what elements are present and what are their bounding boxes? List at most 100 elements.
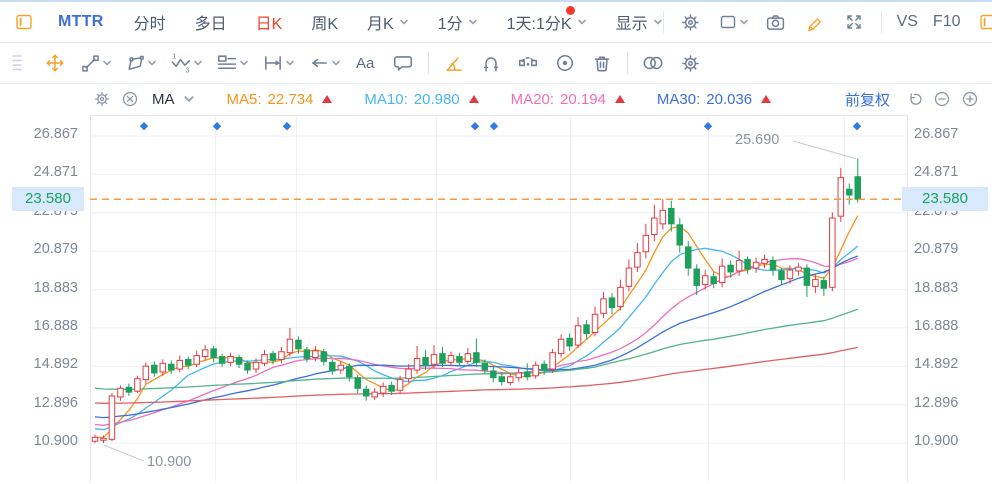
indicator-close-icon[interactable] bbox=[120, 89, 140, 109]
parallel-lines-tool[interactable] bbox=[216, 52, 249, 74]
candle[interactable] bbox=[651, 204, 658, 242]
candle[interactable] bbox=[795, 263, 802, 276]
collapse-sidebar-icon[interactable] bbox=[12, 10, 36, 34]
collapse-panel-right-icon[interactable] bbox=[976, 10, 992, 34]
candle[interactable] bbox=[523, 363, 531, 381]
candle[interactable] bbox=[481, 359, 489, 374]
candle[interactable] bbox=[184, 356, 192, 370]
candle[interactable] bbox=[718, 258, 726, 288]
candle[interactable] bbox=[735, 250, 743, 276]
candle[interactable] bbox=[820, 276, 828, 296]
edit-pencil-icon[interactable] bbox=[803, 10, 827, 34]
candle[interactable] bbox=[549, 348, 556, 373]
candle[interactable] bbox=[261, 349, 268, 367]
tab-intraday-k[interactable]: 1天:1分K bbox=[507, 6, 587, 34]
candle[interactable] bbox=[778, 268, 785, 286]
undo-icon[interactable] bbox=[904, 89, 924, 109]
candle[interactable] bbox=[591, 306, 599, 337]
stock-symbol[interactable]: MTTR bbox=[58, 13, 104, 30]
event-diamond-icon[interactable] bbox=[852, 122, 862, 131]
candle[interactable] bbox=[837, 168, 845, 222]
candle[interactable] bbox=[278, 346, 285, 364]
candle[interactable] bbox=[854, 158, 861, 203]
candle[interactable] bbox=[295, 336, 302, 354]
fullscreen-expand-icon[interactable] bbox=[842, 10, 866, 34]
candle[interactable] bbox=[812, 273, 819, 294]
candle[interactable] bbox=[388, 381, 395, 396]
candle[interactable] bbox=[201, 345, 209, 361]
candle[interactable] bbox=[710, 271, 717, 289]
candle[interactable] bbox=[752, 257, 760, 273]
delete-trash-icon[interactable] bbox=[590, 51, 614, 75]
candle[interactable] bbox=[405, 364, 412, 383]
candle[interactable] bbox=[337, 361, 345, 374]
candle[interactable] bbox=[362, 385, 370, 401]
tab-one-minute[interactable]: 1分 bbox=[438, 10, 478, 34]
visibility-target-icon[interactable] bbox=[553, 51, 577, 75]
candle[interactable] bbox=[244, 360, 251, 374]
tab-multi-day[interactable]: 多日 bbox=[194, 16, 227, 33]
candle[interactable] bbox=[430, 345, 438, 369]
link-drawing-tool[interactable] bbox=[516, 51, 540, 75]
forward-adjusted-toggle[interactable]: 前复权 bbox=[844, 91, 890, 109]
candle[interactable] bbox=[371, 388, 378, 400]
candle[interactable] bbox=[218, 353, 226, 368]
candle[interactable] bbox=[108, 393, 116, 442]
candle[interactable] bbox=[320, 348, 328, 366]
candlestick-plot[interactable]: 25.690 10.900 bbox=[90, 84, 908, 482]
candle[interactable] bbox=[515, 368, 522, 382]
candle[interactable] bbox=[693, 264, 700, 296]
candle[interactable] bbox=[761, 254, 768, 269]
candle[interactable] bbox=[329, 359, 336, 375]
event-diamond-icon[interactable] bbox=[489, 122, 499, 131]
candle[interactable] bbox=[498, 372, 506, 386]
candle[interactable] bbox=[566, 333, 573, 351]
event-diamond-icon[interactable] bbox=[282, 122, 292, 131]
candle[interactable] bbox=[422, 349, 429, 371]
screenshot-camera-icon[interactable] bbox=[764, 10, 788, 34]
candle[interactable] bbox=[439, 346, 446, 368]
candle[interactable] bbox=[456, 352, 463, 367]
candle[interactable] bbox=[303, 346, 311, 363]
price-range-tool[interactable] bbox=[262, 52, 295, 74]
candle[interactable] bbox=[176, 355, 183, 372]
candle[interactable] bbox=[625, 259, 633, 292]
indicator-settings-gear-icon[interactable] bbox=[92, 89, 112, 109]
trendline-tool[interactable] bbox=[80, 53, 112, 74]
candle[interactable] bbox=[829, 212, 836, 292]
tab-display-options[interactable]: 显示 bbox=[616, 10, 663, 34]
candle[interactable] bbox=[574, 317, 582, 348]
toolbar-settings-gear-icon[interactable] bbox=[678, 51, 702, 75]
candle[interactable] bbox=[286, 327, 294, 357]
candle[interactable] bbox=[490, 367, 497, 383]
candle[interactable] bbox=[540, 360, 548, 375]
event-diamond-icon[interactable] bbox=[470, 122, 480, 131]
zoom-out-icon[interactable] bbox=[932, 89, 952, 109]
candle[interactable] bbox=[151, 361, 158, 377]
candle[interactable] bbox=[786, 265, 794, 284]
candle[interactable] bbox=[210, 345, 217, 363]
candle[interactable] bbox=[769, 256, 777, 276]
angle-measure-tool[interactable] bbox=[442, 51, 466, 75]
candle[interactable] bbox=[803, 264, 811, 297]
settings-gear-icon[interactable] bbox=[679, 10, 703, 34]
candle[interactable] bbox=[727, 260, 734, 278]
f10-info-button[interactable]: F10 bbox=[932, 13, 961, 30]
event-diamond-icon[interactable] bbox=[703, 122, 713, 131]
candle[interactable] bbox=[464, 347, 472, 365]
candle[interactable] bbox=[557, 334, 565, 358]
comment-bubble-tool[interactable] bbox=[391, 51, 415, 75]
tab-monthly-k[interactable]: 月K bbox=[367, 10, 409, 34]
text-tool[interactable]: Aa bbox=[354, 51, 378, 75]
candle[interactable] bbox=[193, 350, 200, 368]
candle[interactable] bbox=[91, 434, 99, 444]
tab-daily-k[interactable]: 日K bbox=[255, 16, 283, 33]
candle[interactable] bbox=[100, 435, 107, 444]
candle[interactable] bbox=[532, 361, 539, 379]
magnet-snap-tool[interactable] bbox=[479, 51, 503, 75]
candle[interactable] bbox=[600, 292, 607, 319]
candle[interactable] bbox=[473, 338, 480, 368]
candle[interactable] bbox=[269, 350, 277, 365]
candle[interactable] bbox=[413, 345, 421, 374]
